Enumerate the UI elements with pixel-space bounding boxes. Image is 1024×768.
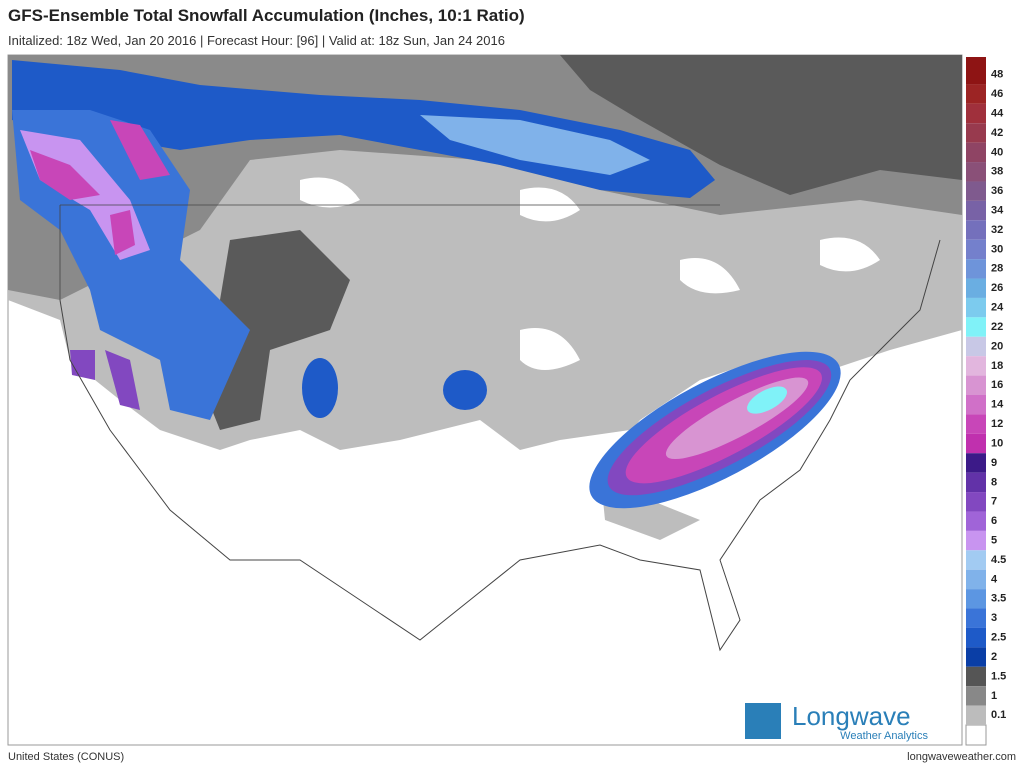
legend-swatch <box>966 550 986 570</box>
legend-swatch <box>966 608 986 628</box>
legend-cap <box>966 57 986 65</box>
legend-label: 14 <box>991 399 1004 411</box>
snow-dark <box>560 55 962 195</box>
legend-swatch <box>966 511 986 531</box>
legend-label: 1 <box>991 690 997 702</box>
legend-label: 32 <box>991 224 1003 236</box>
footer-region: United States (CONUS) <box>8 751 125 763</box>
logo-name: Longwave <box>792 701 911 731</box>
legend-swatch <box>966 569 986 590</box>
legend-label: 30 <box>991 243 1003 255</box>
legend: 4846444240383634323028262422201816141210… <box>965 57 1006 746</box>
legend-swatch <box>966 356 986 376</box>
legend-label: 20 <box>991 340 1003 352</box>
snow-blue-band <box>12 60 715 198</box>
legend-swatch <box>966 317 986 337</box>
legend-swatch <box>966 84 986 104</box>
legend-label: 8 <box>991 476 997 488</box>
legend-label: 7 <box>991 496 997 508</box>
legend-swatch <box>966 472 986 493</box>
footer-site: longwaveweather.com <box>907 751 1016 763</box>
legend-swatch <box>966 239 986 260</box>
legend-swatch <box>966 530 986 551</box>
snow-ks-blob <box>443 370 487 410</box>
legend-swatch <box>966 395 986 415</box>
legend-swatch <box>966 181 986 201</box>
title: GFS-Ensemble Total Snowfall Accumulation… <box>8 6 525 25</box>
legend-swatch <box>966 65 986 85</box>
legend-swatch <box>966 162 986 182</box>
legend-label: 42 <box>991 127 1003 139</box>
legend-label: 4.5 <box>991 554 1006 566</box>
legend-label: 6 <box>991 515 997 527</box>
legend-swatch <box>966 453 986 473</box>
legend-label: 2 <box>991 651 997 663</box>
legend-label: 22 <box>991 321 1003 333</box>
legend-swatch <box>966 647 986 667</box>
snow-co-blob <box>302 358 338 418</box>
legend-swatch <box>966 433 986 454</box>
legend-label: 24 <box>991 302 1004 314</box>
snow-nw-magenta <box>30 120 170 255</box>
legend-label: 38 <box>991 166 1003 178</box>
legend-label: 26 <box>991 282 1003 294</box>
legend-swatch <box>966 705 986 725</box>
snow-sierra <box>70 350 140 410</box>
legend-swatch <box>966 200 986 221</box>
legend-swatch <box>966 123 986 143</box>
legend-swatch <box>966 375 986 395</box>
coastline <box>59 239 941 652</box>
logo-tagline: Weather Analytics <box>840 730 928 742</box>
snow-dark-west <box>200 230 350 430</box>
legend-swatch <box>966 103 986 124</box>
legend-swatch <box>966 297 986 318</box>
legend-label: 9 <box>991 457 997 469</box>
legend-swatch <box>966 666 986 687</box>
legend-label: 5 <box>991 534 997 546</box>
legend-label: 44 <box>991 107 1004 119</box>
border <box>59 204 720 300</box>
legend-label: 3 <box>991 612 997 624</box>
snow-blue-light <box>420 115 650 175</box>
legend-swatch <box>966 336 986 357</box>
legend-label: 36 <box>991 185 1003 197</box>
legend-swatch <box>966 142 986 163</box>
legend-swatch <box>966 414 986 434</box>
legend-swatch <box>966 259 986 279</box>
legend-label: 10 <box>991 437 1003 449</box>
legend-label: 1.5 <box>991 670 1006 682</box>
legend-label: 48 <box>991 69 1003 81</box>
legend-label: 16 <box>991 379 1003 391</box>
map: Longwave Weather Analytics <box>7 54 963 746</box>
legend-swatch <box>966 686 986 706</box>
legend-label: 0.1 <box>991 709 1006 721</box>
legend-blank <box>965 724 987 746</box>
legend-swatch <box>966 627 986 648</box>
legend-label: 46 <box>991 88 1003 100</box>
logo-mark <box>745 703 781 739</box>
legend-label: 4 <box>991 573 998 585</box>
legend-label: 34 <box>991 204 1004 216</box>
legend-swatch <box>966 220 986 240</box>
legend-label: 28 <box>991 263 1003 275</box>
legend-swatch <box>966 589 986 609</box>
storm-cyan <box>747 386 788 414</box>
subtitle: Initalized: 18z Wed, Jan 20 2016 | Forec… <box>8 33 505 48</box>
legend-label: 12 <box>991 418 1003 430</box>
legend-label: 18 <box>991 360 1003 372</box>
legend-label: 40 <box>991 146 1003 158</box>
legend-label: 2.5 <box>991 632 1006 644</box>
snow-east-storm <box>589 351 841 509</box>
legend-swatch <box>966 492 986 512</box>
legend-swatch <box>966 278 986 298</box>
legend-label: 3.5 <box>991 593 1006 605</box>
